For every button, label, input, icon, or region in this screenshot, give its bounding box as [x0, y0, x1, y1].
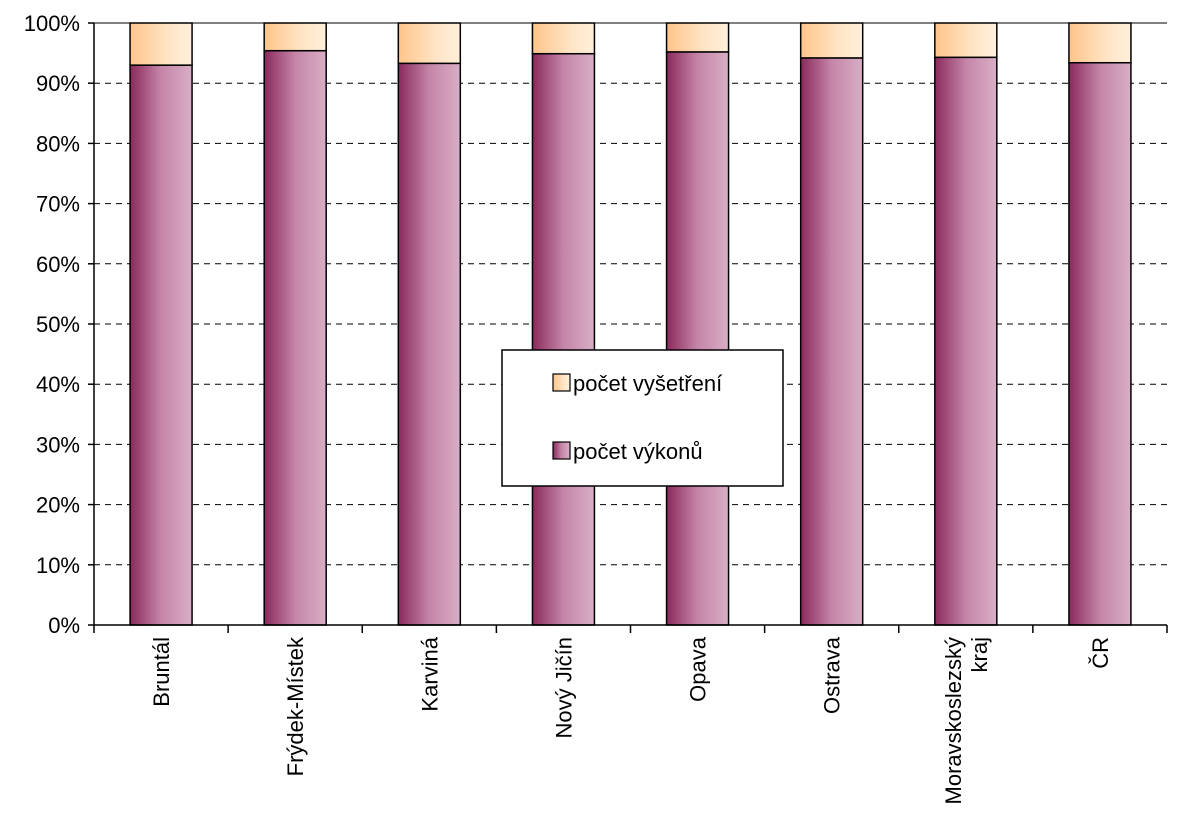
x-axis: Bruntál Frýdek-Místek Karviná Nový Jičín Opa…	[93, 624, 1168, 804]
bar-pocet-vykonu	[665, 51, 730, 626]
y-tick-label: 100%	[24, 11, 80, 36]
bar-pocet-vykonu	[129, 64, 193, 626]
legend-swatch	[552, 441, 571, 460]
bar-pocet-vysetreni	[799, 22, 864, 59]
y-axis: 0% 10% 20% 30% 40% 50% 60% 70% 80% 90% 100%	[24, 11, 95, 638]
x-category-label: Nový Jičín	[551, 637, 576, 738]
y-tick-label: 30%	[36, 432, 80, 457]
y-tick-label: 0%	[48, 613, 80, 638]
bar-pocet-vysetreni	[665, 22, 730, 53]
x-category-label: Bruntál	[149, 637, 174, 707]
legend-swatch	[552, 373, 571, 392]
bar-pocet-vysetreni	[934, 22, 998, 59]
y-tick-label: 60%	[36, 252, 80, 277]
legend-label: počet výkonů	[573, 439, 703, 464]
bar-pocet-vysetreni	[263, 22, 327, 52]
bar-pocet-vysetreni	[531, 22, 596, 55]
bar-pocet-vysetreni	[1068, 22, 1132, 64]
y-tick-label: 90%	[36, 71, 80, 96]
bar-pocet-vykonu	[934, 56, 998, 626]
x-category-label: Karviná	[417, 636, 442, 711]
bar-pocet-vykonu	[397, 62, 462, 626]
y-tick-label: 50%	[36, 312, 80, 337]
bar-pocet-vysetreni	[129, 22, 193, 66]
y-tick-label: 10%	[36, 553, 80, 578]
y-tick-label: 40%	[36, 372, 80, 397]
legend: počet vyšetření počet výkonů	[501, 349, 784, 487]
bar-pocet-vykonu	[531, 52, 596, 626]
bars	[129, 22, 1132, 626]
bar-pocet-vykonu	[1068, 61, 1132, 626]
legend-label: počet vyšetření	[573, 371, 722, 396]
y-tick-label: 20%	[36, 493, 80, 518]
bar-pocet-vysetreni	[397, 22, 462, 65]
x-category-label: ČR	[1088, 637, 1113, 669]
bar-pocet-vykonu	[263, 49, 327, 626]
bar-pocet-vykonu	[799, 57, 864, 626]
x-category-label: kraj	[967, 637, 992, 672]
legend-box	[501, 349, 784, 487]
x-category-label: Frýdek-Místek	[283, 636, 308, 776]
x-category-label: Moravskoslezský	[941, 637, 966, 804]
x-category-label: Opava	[686, 636, 711, 702]
x-category-label: Ostrava	[820, 636, 845, 714]
y-tick-label: 80%	[36, 131, 80, 156]
y-tick-label: 70%	[36, 192, 80, 217]
